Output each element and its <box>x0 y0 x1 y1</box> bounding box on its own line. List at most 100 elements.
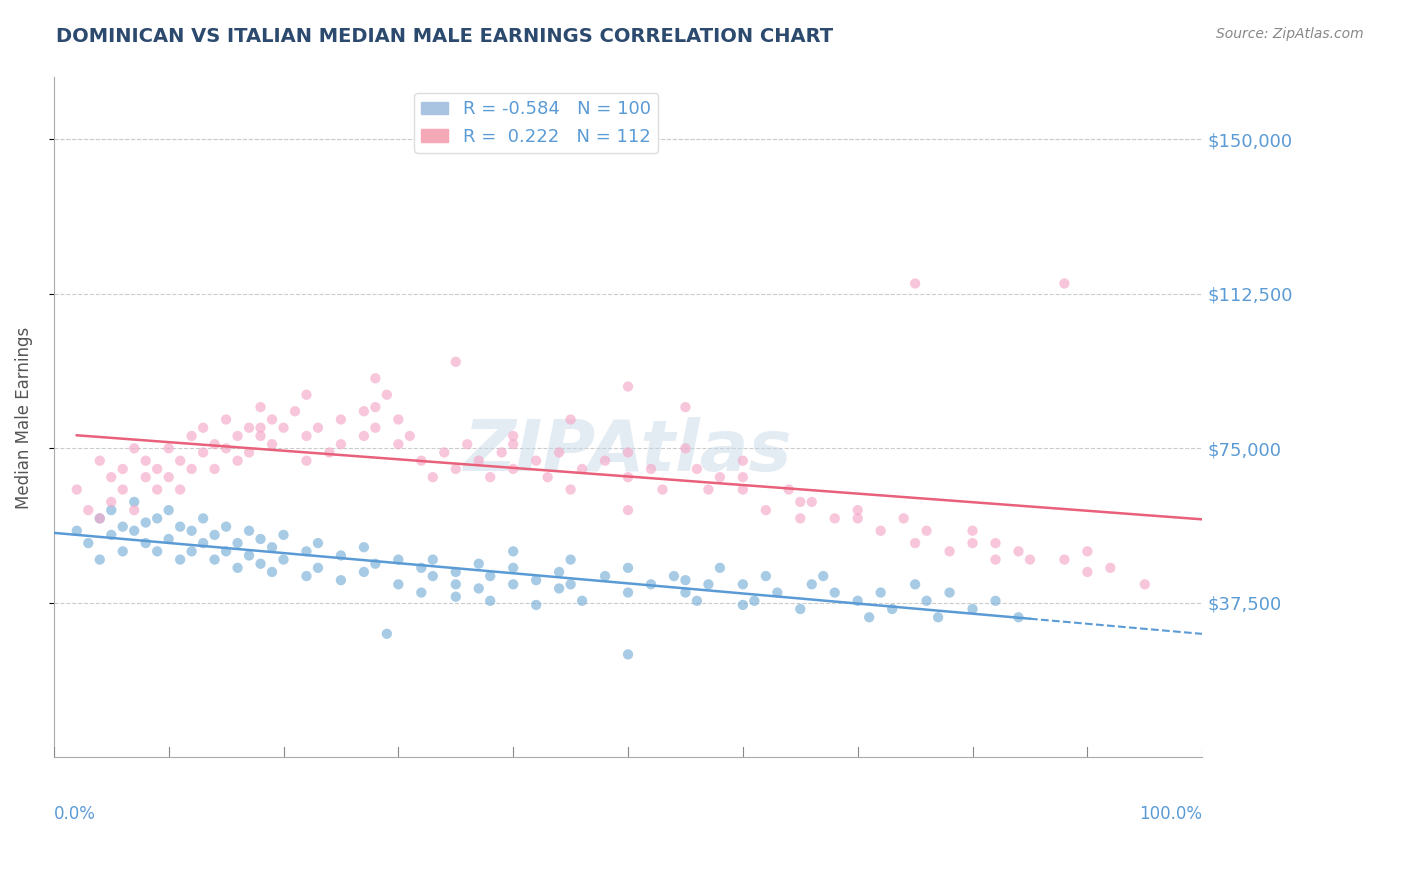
Point <box>560 552 582 566</box>
Point <box>77 503 100 517</box>
Point <box>364 400 387 414</box>
Point <box>329 549 352 563</box>
Point <box>353 540 375 554</box>
Point <box>1099 561 1122 575</box>
Point <box>100 495 122 509</box>
Text: ZIPAtlas: ZIPAtlas <box>464 417 792 486</box>
Point <box>329 573 352 587</box>
Point <box>467 582 489 596</box>
Point <box>204 462 226 476</box>
Point <box>915 594 938 608</box>
Point <box>571 462 593 476</box>
Point <box>135 516 157 530</box>
Point <box>709 561 731 575</box>
Legend: R = -0.584   N = 100, R =  0.222   N = 112: R = -0.584 N = 100, R = 0.222 N = 112 <box>415 94 658 153</box>
Point <box>180 544 202 558</box>
Point <box>617 561 640 575</box>
Point <box>364 421 387 435</box>
Point <box>467 453 489 467</box>
Point <box>249 557 271 571</box>
Point <box>157 532 180 546</box>
Point <box>249 400 271 414</box>
Point <box>778 483 800 497</box>
Point <box>100 470 122 484</box>
Point <box>651 483 673 497</box>
Point <box>824 585 846 599</box>
Point <box>226 561 249 575</box>
Point <box>640 462 662 476</box>
Point <box>295 569 318 583</box>
Point <box>375 627 398 641</box>
Point <box>686 594 709 608</box>
Point <box>813 569 835 583</box>
Point <box>353 429 375 443</box>
Text: DOMINICAN VS ITALIAN MEDIAN MALE EARNINGS CORRELATION CHART: DOMINICAN VS ITALIAN MEDIAN MALE EARNING… <box>56 27 834 45</box>
Point <box>100 528 122 542</box>
Point <box>502 437 524 451</box>
Point <box>146 483 169 497</box>
Point <box>398 429 420 443</box>
Point <box>1007 544 1029 558</box>
Point <box>755 503 778 517</box>
Point <box>329 437 352 451</box>
Point <box>215 412 238 426</box>
Point <box>180 462 202 476</box>
Point <box>697 483 720 497</box>
Point <box>180 524 202 538</box>
Point <box>709 470 731 484</box>
Point <box>307 421 329 435</box>
Point <box>260 565 283 579</box>
Point <box>260 540 283 554</box>
Point <box>411 561 433 575</box>
Point <box>169 453 191 467</box>
Point <box>904 577 927 591</box>
Point <box>593 453 616 467</box>
Point <box>731 598 754 612</box>
Point <box>915 524 938 538</box>
Point <box>238 445 260 459</box>
Point <box>548 565 571 579</box>
Point <box>146 462 169 476</box>
Text: 0.0%: 0.0% <box>53 805 96 823</box>
Point <box>122 524 145 538</box>
Point <box>502 544 524 558</box>
Point <box>962 524 984 538</box>
Point <box>479 594 502 608</box>
Point <box>273 421 295 435</box>
Point <box>204 528 226 542</box>
Point <box>617 445 640 459</box>
Point <box>307 561 329 575</box>
Point <box>858 610 880 624</box>
Point <box>1053 277 1076 291</box>
Point <box>617 379 640 393</box>
Point <box>433 445 456 459</box>
Point <box>111 462 134 476</box>
Point <box>1007 610 1029 624</box>
Point <box>89 453 111 467</box>
Point <box>89 511 111 525</box>
Point <box>89 511 111 525</box>
Point <box>226 536 249 550</box>
Point <box>731 470 754 484</box>
Point <box>640 577 662 591</box>
Point <box>260 412 283 426</box>
Point <box>744 594 766 608</box>
Point <box>731 453 754 467</box>
Point <box>422 569 444 583</box>
Point <box>111 519 134 533</box>
Point <box>77 536 100 550</box>
Point <box>204 437 226 451</box>
Point <box>215 544 238 558</box>
Point <box>249 421 271 435</box>
Point <box>846 503 869 517</box>
Point <box>387 437 409 451</box>
Point <box>260 437 283 451</box>
Point <box>927 610 949 624</box>
Point <box>502 577 524 591</box>
Point <box>560 483 582 497</box>
Point <box>984 536 1007 550</box>
Point <box>824 511 846 525</box>
Point <box>353 565 375 579</box>
Text: Source: ZipAtlas.com: Source: ZipAtlas.com <box>1216 27 1364 41</box>
Point <box>617 648 640 662</box>
